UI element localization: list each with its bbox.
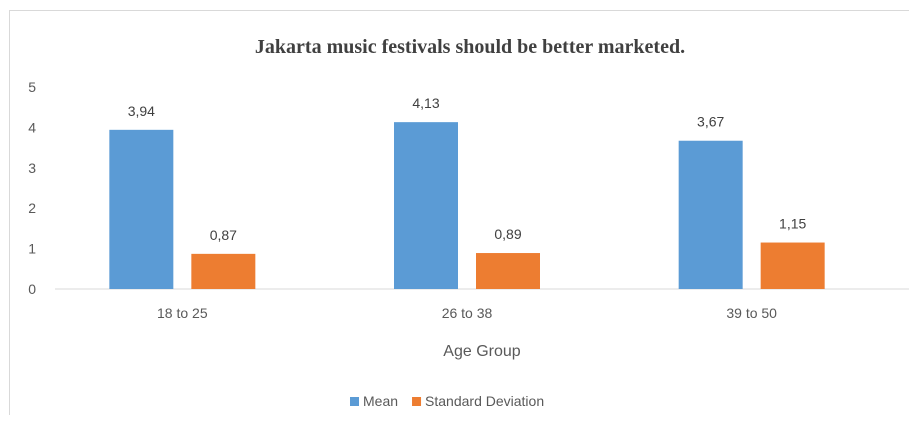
data-label: 0,89 <box>494 226 521 242</box>
bar-standard-deviation <box>191 253 256 289</box>
bar-standard-deviation <box>760 242 825 289</box>
legend-swatch <box>412 397 422 406</box>
chart-title: Jakarta music festivals should be better… <box>255 36 685 58</box>
data-label: 1,15 <box>779 216 806 232</box>
data-label: 3,94 <box>128 103 155 119</box>
y-tick-label: 3 <box>28 160 36 176</box>
category-label: 26 to 38 <box>442 305 493 321</box>
y-tick-label: 1 <box>28 241 36 257</box>
data-label: 3,67 <box>697 114 724 130</box>
bar-standard-deviation <box>476 253 540 289</box>
x-axis-title: Age Group <box>443 343 520 360</box>
y-tick-label: 0 <box>28 281 36 297</box>
legend-swatch <box>350 397 359 406</box>
data-label: 4,13 <box>412 95 439 111</box>
category-label: 39 to 50 <box>726 305 777 321</box>
bars: 3,94 0,87 4,13 0,89 3,67 1,15 <box>109 95 825 289</box>
y-tick-label: 2 <box>28 200 36 216</box>
legend-label: Mean <box>363 393 398 409</box>
y-axis-ticks: 0 1 2 3 4 5 <box>28 79 36 297</box>
x-axis-categories: 18 to 25 26 to 38 39 to 50 <box>157 305 777 321</box>
bar-mean <box>109 129 174 289</box>
bar-mean <box>678 140 743 289</box>
y-tick-label: 5 <box>28 79 36 95</box>
y-tick-label: 4 <box>28 119 36 135</box>
legend: Mean Standard Deviation <box>350 393 544 409</box>
bar-mean <box>394 122 458 289</box>
data-label: 0,87 <box>210 227 237 243</box>
legend-label: Standard Deviation <box>425 393 544 409</box>
category-label: 18 to 25 <box>157 305 208 321</box>
